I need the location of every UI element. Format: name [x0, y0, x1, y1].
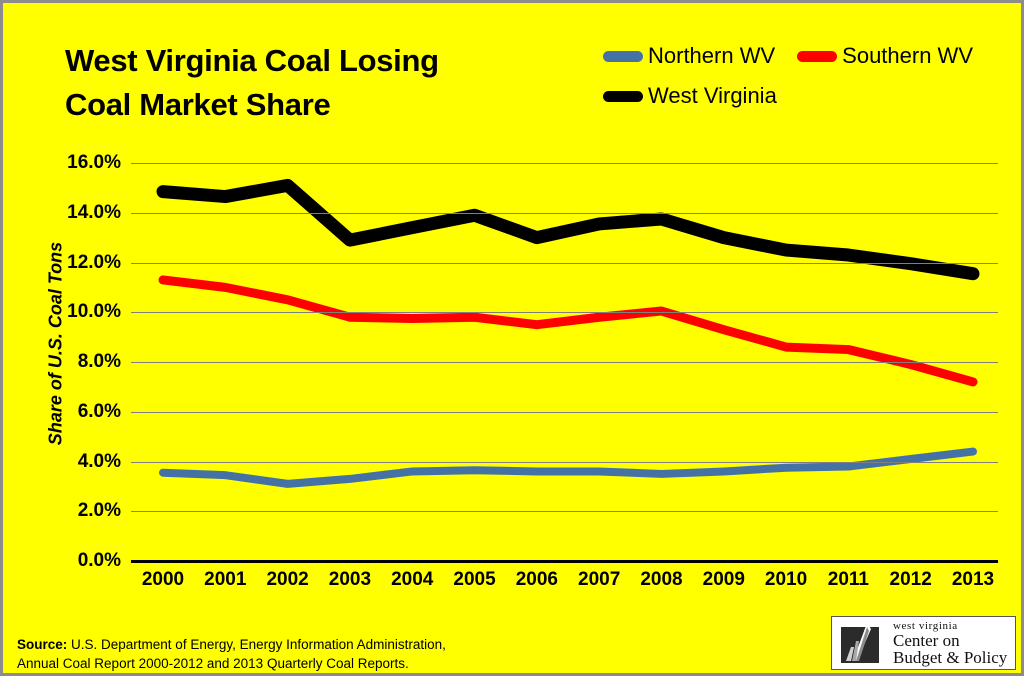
y-axis-tick-label: 8.0% — [77, 351, 121, 372]
gridline — [131, 461, 998, 463]
chart-title-line-1: West Virginia Coal Losing — [65, 43, 439, 78]
logo-line-1: west virginia — [893, 619, 958, 632]
chart-legend: Northern WV Southern WV West Virginia — [603, 43, 1003, 123]
x-axis-tick-label: 2003 — [328, 569, 372, 590]
gridline — [131, 312, 998, 314]
y-axis-tick-label: 12.0% — [67, 251, 121, 273]
organization-logo[interactable]: west virginia Center on Budget & Policy — [831, 616, 1016, 670]
y-axis-tick-labels: 16.0% 14.0% 12.0% 10.0% 8.0% 6.0% 4.0% 2.0% 0.0% — [3, 3, 121, 673]
legend-swatch-icon-northern-wv — [603, 50, 643, 62]
y-axis-tick-label: 2.0% — [77, 500, 121, 522]
legend-entry-southern-wv[interactable]: Southern WV — [797, 43, 973, 69]
chart-title-line-2: Coal Market Share — [65, 87, 331, 123]
x-axis-tick-label: 2013 — [951, 569, 995, 590]
x-axis-tick-label: 2010 — [764, 569, 808, 590]
x-axis-tick-label: 2008 — [640, 569, 683, 590]
legend-label-west-virginia: West Virginia — [648, 83, 777, 108]
source-line-1: Source: U.S. Department of Energy, Energ… — [17, 635, 446, 654]
legend-row-top: Northern WV Southern WV — [603, 43, 1003, 69]
page-title: West Virginia Coal Losing Coal Market Sh… — [65, 39, 535, 127]
logo-line-2: Center on — [893, 630, 960, 650]
source-text-1: U.S. Department of Energy, Energy Inform… — [67, 637, 446, 652]
legend-entry-northern-wv[interactable]: Northern WV — [603, 43, 775, 69]
series-line-southern-wv — [158, 275, 978, 387]
source-note: Source: U.S. Department of Energy, Energ… — [17, 635, 446, 673]
logo-text: west virginia Center on Budget & Policy — [893, 619, 1008, 667]
gridline — [131, 411, 998, 413]
x-axis-tick-label: 2001 — [204, 569, 247, 590]
x-axis-tick-label: 2012 — [889, 569, 932, 590]
logo-line-3: Budget & Policy — [893, 647, 1008, 667]
legend-swatch-icon-southern-wv — [797, 50, 838, 62]
source-prefix: Source: — [17, 637, 68, 652]
legend-row-bottom: West Virginia — [603, 83, 1003, 109]
gridline — [131, 511, 998, 513]
source-line-2: Annual Coal Report 2000-2012 and 2013 Qu… — [17, 656, 409, 672]
x-axis-tick-label: 2009 — [702, 569, 745, 590]
gridline — [131, 212, 998, 214]
legend-swatch-icon-west-virginia — [603, 90, 643, 102]
gridline — [131, 262, 998, 264]
legend-entry-west-virginia[interactable]: West Virginia — [603, 83, 777, 109]
wvcbp-mark-icon — [837, 621, 887, 665]
x-axis-tick-label: 2002 — [266, 569, 309, 590]
x-axis-tick-label: 2004 — [391, 569, 434, 590]
x-axis-tick-label: 2000 — [141, 569, 185, 590]
series-line-northern-wv — [159, 447, 977, 488]
gridline — [131, 163, 998, 164]
y-axis-tick-label: 4.0% — [77, 450, 121, 472]
y-axis-tick-label: 6.0% — [77, 400, 121, 422]
x-axis-line — [131, 560, 998, 563]
legend-label-southern-wv: Southern WV — [842, 43, 973, 68]
y-axis-tick-label: 16.0% — [67, 152, 121, 173]
x-axis-tick-label: 2006 — [515, 569, 558, 590]
y-axis-tick-label: 10.0% — [67, 301, 121, 323]
y-axis-tick-label: 0.0% — [77, 550, 121, 571]
gridline — [131, 362, 998, 363]
y-axis-tick-label: 14.0% — [67, 201, 121, 223]
x-axis-tick-label: 2005 — [453, 569, 496, 590]
x-axis-tick-label: 2007 — [578, 569, 621, 590]
x-axis-tick-labels: 2000 2001 2002 2003 2004 2005 2006 2007 2008 2009… — [131, 569, 998, 599]
x-axis-tick-label: 2011 — [827, 569, 869, 590]
series-line-west-virginia — [156, 178, 980, 281]
plot-area — [131, 163, 998, 563]
series-lines — [156, 178, 980, 488]
legend-label-northern-wv: Northern WV — [648, 43, 776, 68]
